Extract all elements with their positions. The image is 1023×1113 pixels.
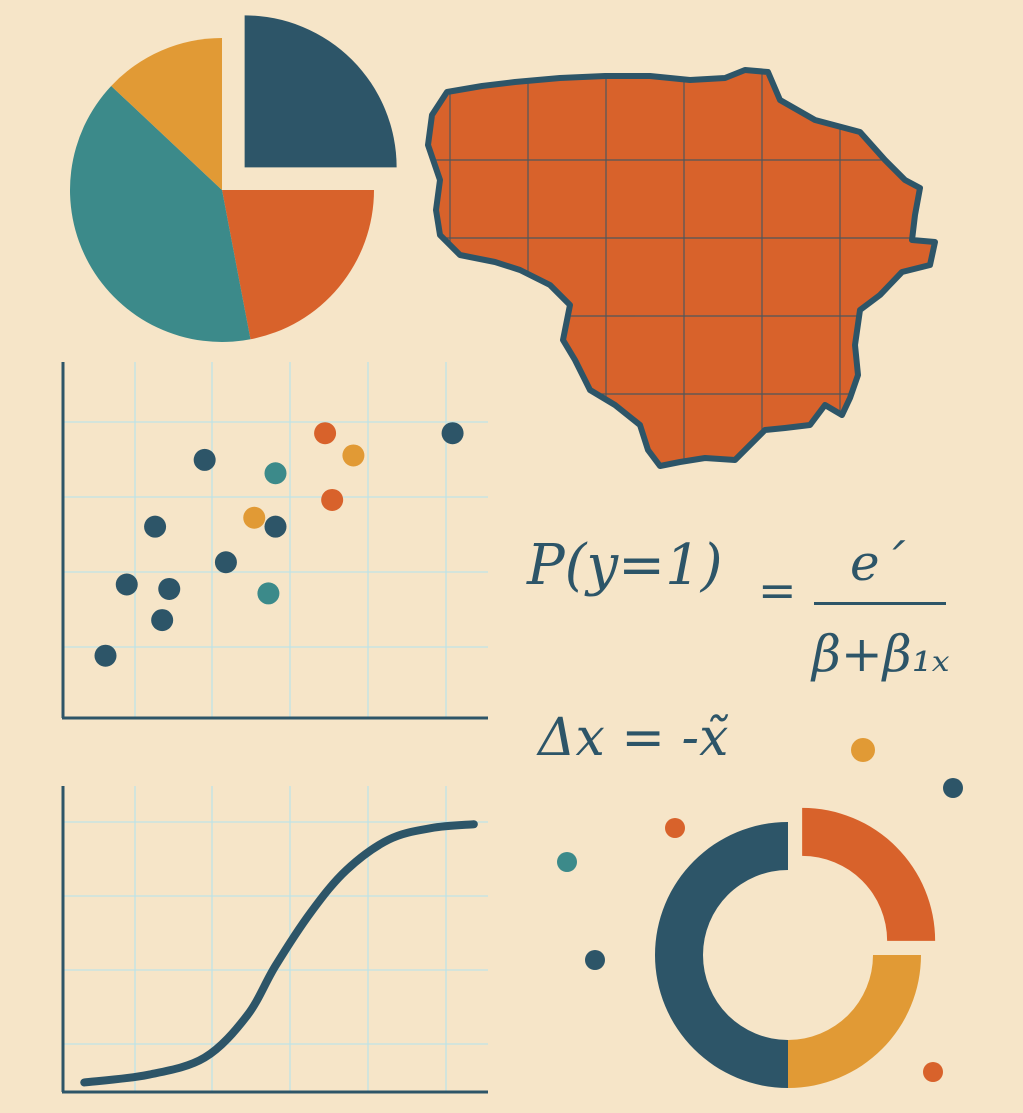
scatter-point-4 <box>158 577 181 600</box>
scatter-point-5 <box>144 515 167 538</box>
equation-lhs: P(y=1) <box>527 533 723 598</box>
equation-numerator: e´ <box>850 534 905 592</box>
decor-dot-5 <box>585 950 605 970</box>
donut-slice-3 <box>655 822 788 1088</box>
scatter-point-6 <box>214 551 237 574</box>
pie-slice-2 <box>222 190 374 340</box>
sigmoid-line-chart <box>61 786 488 1094</box>
pie-slice-1 <box>244 15 397 168</box>
scatter-point-8 <box>264 515 287 538</box>
pie-slice-3 <box>70 85 251 342</box>
scatter-plot <box>61 362 488 720</box>
scatter-point-10 <box>243 506 266 529</box>
fraction-bar <box>814 602 946 605</box>
scatter-point-15 <box>321 488 344 511</box>
decor-dot-6 <box>923 1062 943 1082</box>
sigmoid-curve <box>80 820 478 1087</box>
donut-slice-2 <box>788 955 921 1088</box>
donut-chart <box>655 807 936 1088</box>
scatter-point-14 <box>314 422 337 445</box>
scatter-point-7 <box>193 448 216 471</box>
decor-dot-3 <box>665 818 685 838</box>
decor-dot-1 <box>851 738 875 762</box>
equation-equals: = <box>758 563 797 617</box>
scatter-point-12 <box>257 582 280 605</box>
decor-dot-4 <box>557 852 577 872</box>
decorative-dots <box>557 738 963 1082</box>
scatter-point-3 <box>115 573 138 596</box>
decor-dot-2 <box>943 778 963 798</box>
scatter-grid <box>63 362 488 718</box>
delta-equation: Δx = -x̃ <box>538 708 729 768</box>
scatter-point-2 <box>151 609 174 632</box>
scatter-point-11 <box>342 444 365 467</box>
scatter-point-9 <box>441 422 464 445</box>
donut-slice-1 <box>802 807 936 941</box>
lithuania-map <box>400 40 950 480</box>
scatter-point-13 <box>264 462 287 485</box>
scatter-point-1 <box>94 644 117 667</box>
pie-chart <box>70 15 397 342</box>
pie-slice-4 <box>111 38 222 190</box>
line-grid <box>63 786 488 1092</box>
equation-denominator: β+β₁ₓ <box>812 625 950 683</box>
